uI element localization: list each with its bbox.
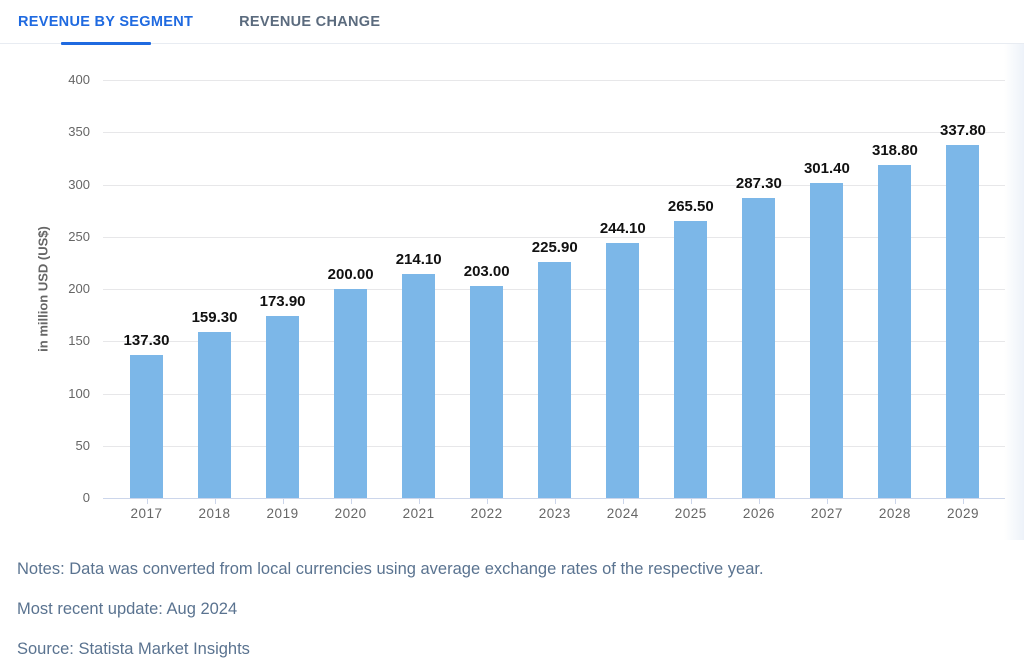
x-axis-tick (486, 499, 488, 504)
x-tick-label: 2017 (130, 506, 163, 521)
bar[interactable] (334, 289, 368, 498)
y-tick-label: 100 (68, 385, 90, 401)
bar[interactable] (470, 285, 504, 498)
x-axis-tick (758, 499, 760, 504)
x-tick-label: 2026 (742, 506, 775, 521)
y-tick-label: 300 (68, 176, 90, 192)
x-axis-tick (690, 499, 692, 504)
bar[interactable] (742, 197, 776, 498)
x-axis-tick (962, 499, 964, 504)
bar[interactable] (674, 220, 708, 498)
bar-value-label: 301.40 (803, 160, 850, 178)
y-tick-label: 200 (68, 281, 90, 296)
y-tick-label: 350 (68, 124, 90, 140)
x-axis-tick (826, 499, 828, 504)
bar[interactable] (810, 183, 844, 498)
x-tick-label: 2020 (334, 506, 367, 521)
bar-value-label: 225.90 (531, 238, 578, 256)
bar-value-label: 159.30 (191, 308, 238, 326)
bar[interactable] (402, 274, 436, 498)
bar[interactable] (266, 316, 300, 498)
x-axis-tick (622, 499, 624, 504)
y-tick-label: 150 (68, 333, 90, 349)
notes-line: Notes: Data was converted from local cur… (17, 560, 764, 578)
tab-label: REVENUE CHANGE (239, 13, 381, 30)
bar-value-label: 173.90 (259, 293, 306, 311)
footer-notes: Notes: Data was converted from local cur… (17, 548, 1007, 658)
y-tick-label: 50 (75, 437, 90, 453)
bar[interactable] (198, 331, 232, 498)
x-tick-label: 2025 (674, 506, 707, 521)
source-line: Source: Statista Market Insights (17, 640, 250, 658)
x-axis-tick (214, 499, 216, 504)
bar-value-label: 203.00 (463, 262, 510, 280)
gridline (103, 132, 1005, 134)
bar[interactable] (878, 164, 912, 498)
bar-value-label: 214.10 (395, 251, 442, 269)
gridline (103, 236, 1005, 238)
x-tick-label: 2022 (470, 506, 503, 521)
update-line: Most recent update: Aug 2024 (17, 600, 238, 618)
x-tick-label: 2024 (606, 506, 639, 521)
bar-value-label: 200.00 (327, 266, 374, 283)
bar[interactable] (946, 144, 980, 498)
x-axis-tick (282, 499, 284, 504)
x-axis-tick (350, 499, 352, 504)
x-tick-label: 2018 (198, 506, 231, 521)
bar-value-label: 287.30 (735, 174, 782, 192)
x-axis-tick (146, 499, 148, 504)
bar[interactable] (606, 242, 640, 498)
tab-bar: REVENUE BY SEGMENT REVENUE CHANGE (0, 0, 1024, 45)
x-axis-tick (894, 499, 896, 504)
bar[interactable] (538, 261, 572, 498)
tab-revenue-by-segment[interactable]: REVENUE BY SEGMENT (18, 0, 194, 45)
x-tick-label: 2019 (266, 506, 299, 521)
bar-value-label: 318.80 (871, 141, 918, 159)
bar[interactable] (130, 354, 163, 498)
bar-value-label: 137.30 (123, 331, 170, 349)
x-tick-label: 2029 (946, 506, 979, 521)
gridline (103, 80, 1005, 81)
tab-revenue-change[interactable]: REVENUE CHANGE (239, 0, 380, 43)
y-tick-label: 0 (82, 490, 90, 505)
y-tick-label: 400 (68, 72, 90, 87)
chart-plot: in million USD (US$) 0 50 100 150 200 250 300 3… (0, 44, 1024, 540)
x-tick-label: 2023 (538, 506, 571, 521)
x-tick-label: 2027 (810, 506, 843, 521)
x-axis-tick (554, 499, 556, 504)
gridline (103, 184, 1005, 186)
x-axis-line (103, 498, 1005, 499)
bar-value-label: 265.50 (667, 197, 714, 215)
bar-value-label: 337.80 (940, 121, 986, 139)
tab-label: REVENUE BY SEGMENT (18, 13, 194, 30)
y-tick-label: 250 (68, 228, 90, 244)
x-tick-label: 2021 (402, 506, 435, 521)
x-axis-tick (418, 499, 420, 504)
active-tab-indicator (60, 42, 151, 45)
bar-value-label: 244.10 (599, 219, 646, 237)
x-tick-label: 2028 (878, 506, 911, 521)
